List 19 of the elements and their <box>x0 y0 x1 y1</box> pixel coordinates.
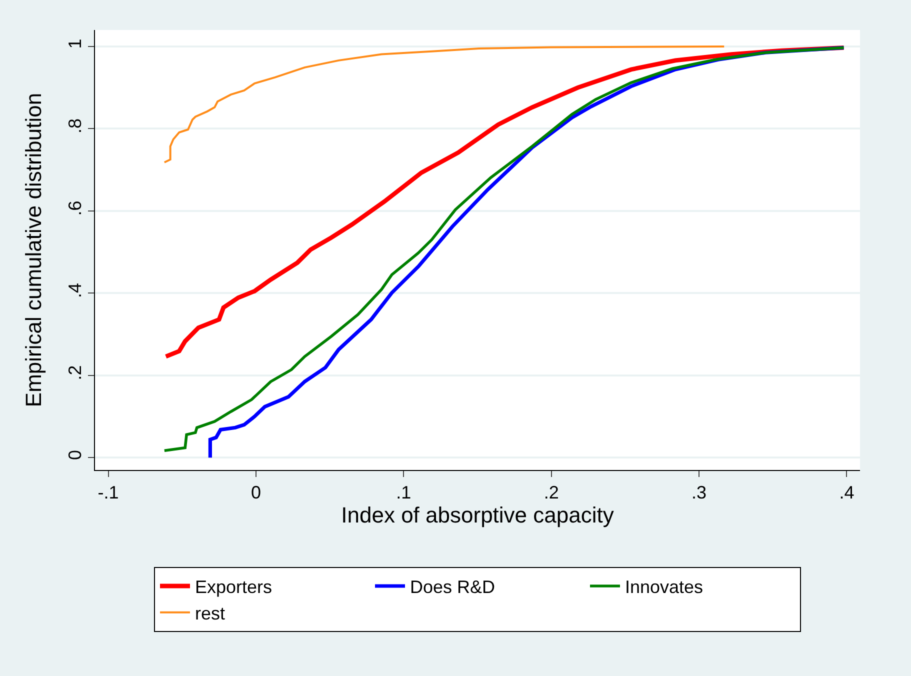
x-tick-label: .1 <box>396 482 412 503</box>
x-tick-label: .3 <box>692 482 707 503</box>
x-tick-label: 0 <box>250 482 261 503</box>
legend-label: Innovates <box>625 577 704 598</box>
legend-label: rest <box>195 603 226 624</box>
legend-label: Exporters <box>195 577 272 598</box>
y-axis-title: Empirical cumulative distribution <box>21 92 46 408</box>
x-axis-title: Index of absorptive capacity <box>341 502 614 528</box>
y-tick-label: .6 <box>64 200 85 216</box>
y-tick-label: 1 <box>64 38 85 49</box>
y-tick-label: .2 <box>64 365 85 380</box>
legend-label: Does R&D <box>410 577 496 598</box>
line-series <box>163 45 726 164</box>
x-tick-label: -.1 <box>98 482 119 503</box>
x-tick-label: .4 <box>839 482 854 503</box>
y-tick-label: .8 <box>64 118 85 134</box>
y-tick-label: .4 <box>64 282 85 298</box>
y-tick-label: 0 <box>64 450 85 460</box>
x-tick-label: .2 <box>544 482 559 503</box>
